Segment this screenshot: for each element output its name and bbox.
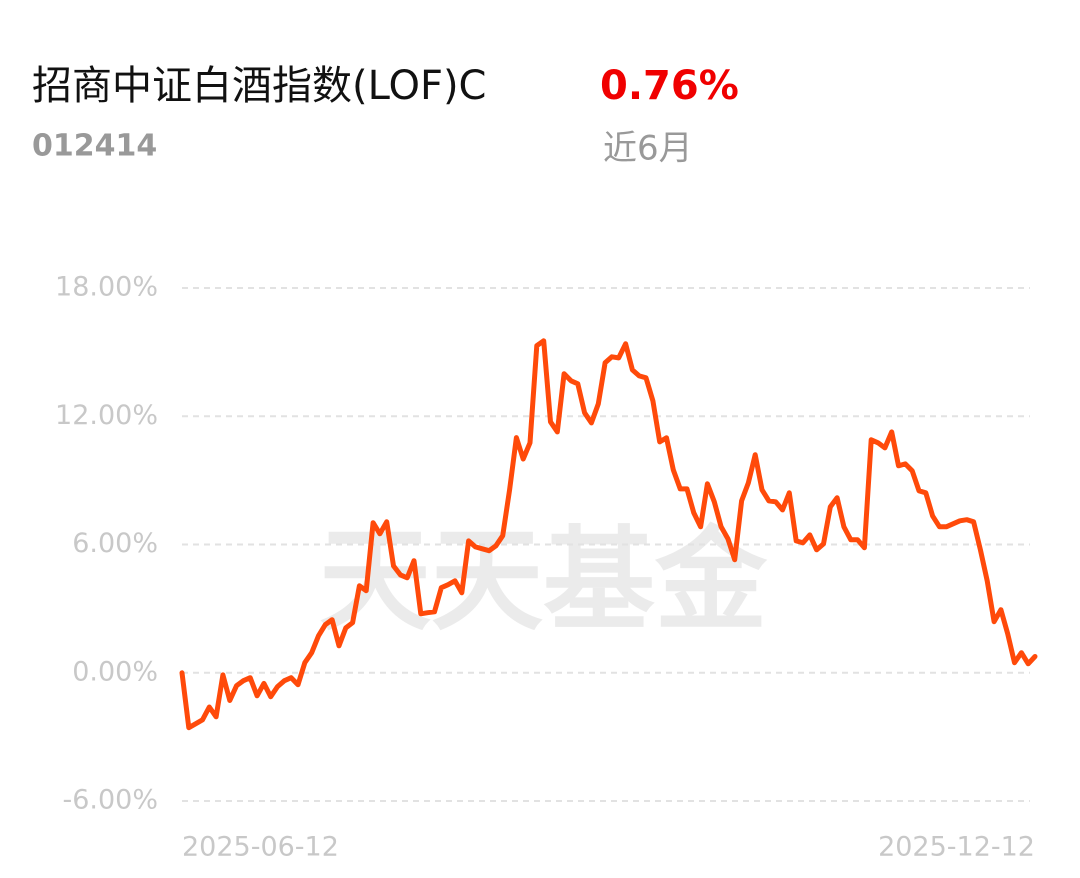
return-period: 近6月 (603, 129, 693, 169)
return-line (179, 338, 1038, 731)
y-tick-label: 6.00% (72, 528, 158, 559)
y-tick-label: 0.00% (72, 656, 158, 687)
fund-title: 招商中证白酒指数(LOF)C (32, 63, 487, 109)
y-tick-label: 18.00% (55, 272, 158, 303)
fund-return: 0.76% (600, 63, 739, 109)
fund-code: 012414 (32, 129, 157, 164)
y-tick-label: -6.00% (62, 785, 158, 816)
x-tick-label: 2025-12-12 (878, 832, 1035, 863)
y-tick-label: 12.00% (55, 400, 158, 431)
x-tick-label: 2025-06-12 (182, 832, 339, 863)
watermark: 天天基金 (319, 516, 768, 646)
